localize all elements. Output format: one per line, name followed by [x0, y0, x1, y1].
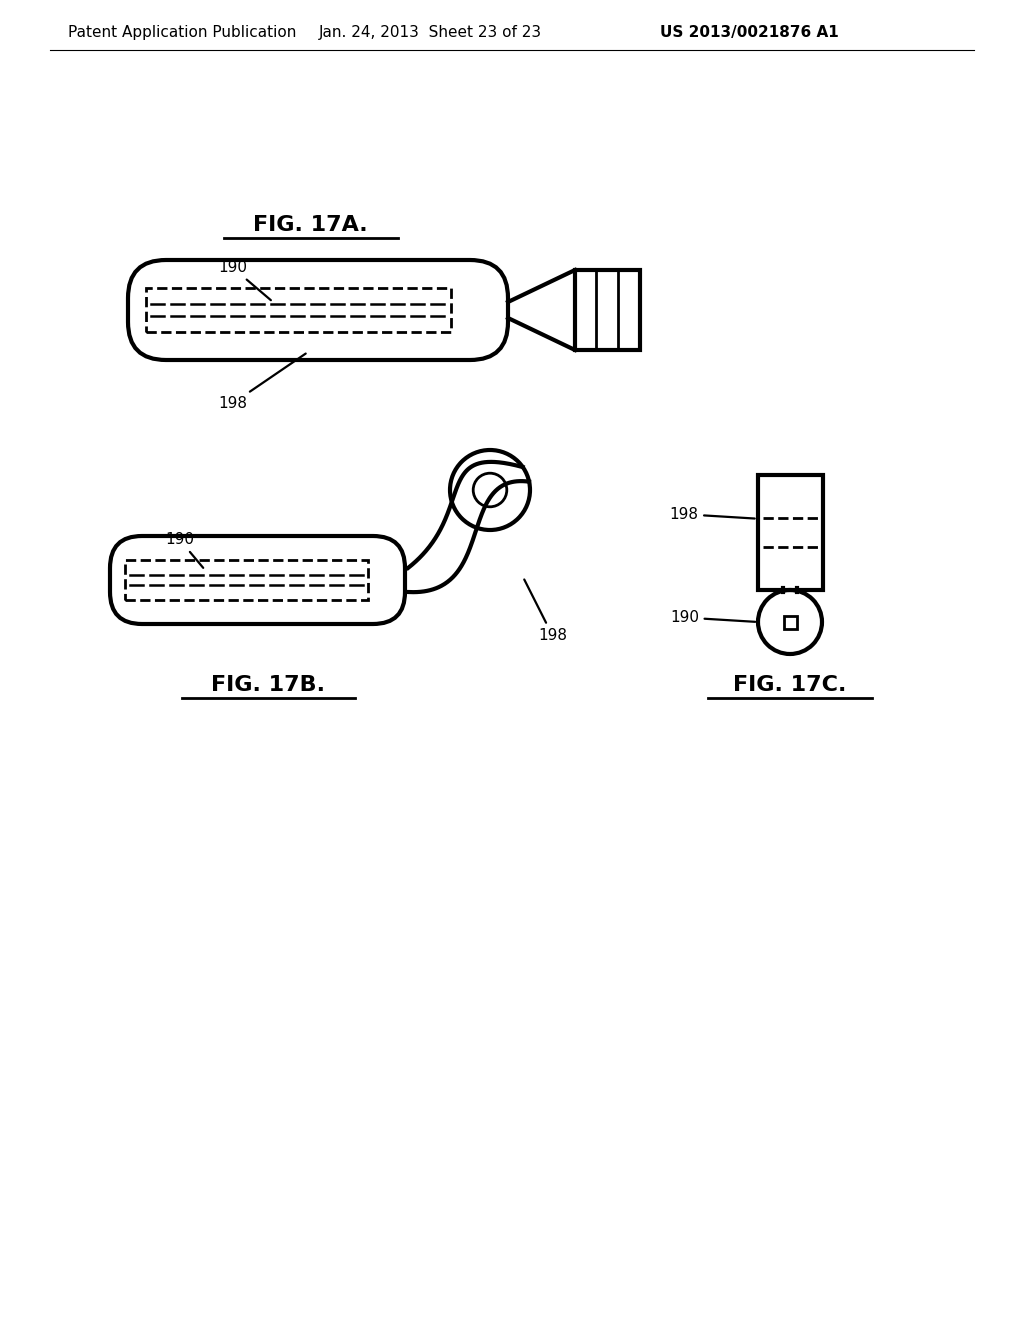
Bar: [575, 271, 640, 350]
Text: US 2013/0021876 A1: US 2013/0021876 A1: [660, 25, 839, 40]
Bar: [783, 615, 797, 628]
Bar: [146, 288, 451, 333]
Text: FIG. 17A.: FIG. 17A.: [253, 215, 368, 235]
Text: 198: 198: [218, 354, 306, 411]
Text: FIG. 17B.: FIG. 17B.: [211, 675, 325, 696]
Bar: [758, 475, 822, 590]
Text: Jan. 24, 2013  Sheet 23 of 23: Jan. 24, 2013 Sheet 23 of 23: [318, 25, 542, 40]
Text: FIG. 17C.: FIG. 17C.: [733, 675, 847, 696]
Text: 190: 190: [165, 532, 203, 568]
Text: Patent Application Publication: Patent Application Publication: [68, 25, 296, 40]
Text: 190: 190: [218, 260, 271, 300]
Text: 190: 190: [670, 610, 756, 624]
Bar: [125, 560, 368, 601]
Text: 198: 198: [670, 507, 755, 521]
Text: 198: 198: [524, 579, 567, 643]
